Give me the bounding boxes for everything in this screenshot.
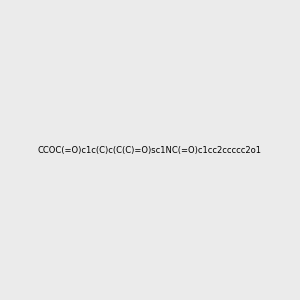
Text: CCOC(=O)c1c(C)c(C(C)=O)sc1NC(=O)c1cc2ccccc2o1: CCOC(=O)c1c(C)c(C(C)=O)sc1NC(=O)c1cc2ccc…: [38, 146, 262, 154]
